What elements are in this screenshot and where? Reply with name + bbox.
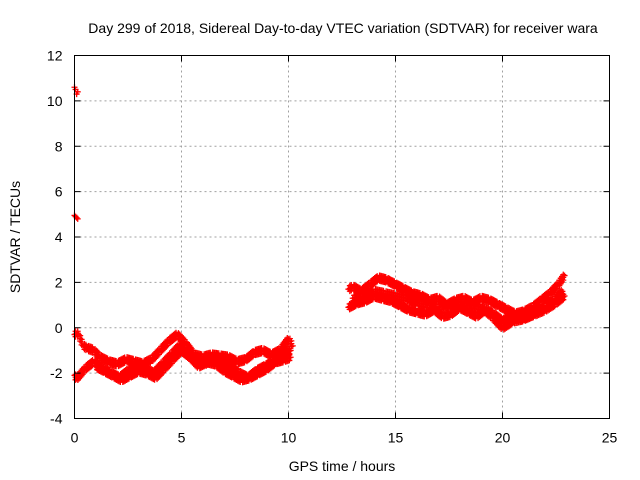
x-tick-label: 0 bbox=[71, 430, 79, 446]
data-point bbox=[82, 341, 89, 348]
data-point bbox=[552, 286, 559, 293]
grid-lines bbox=[74, 55, 610, 419]
data-point bbox=[154, 352, 161, 359]
data-point bbox=[286, 357, 293, 364]
y-tick-label: -2 bbox=[50, 365, 63, 381]
data-point bbox=[412, 296, 419, 303]
y-tick-label: 2 bbox=[55, 274, 63, 290]
data-point bbox=[180, 335, 187, 342]
data-point bbox=[486, 308, 493, 315]
data-point bbox=[550, 304, 557, 311]
x-tick-label: 15 bbox=[388, 430, 404, 446]
x-tick-label: 20 bbox=[495, 430, 511, 446]
data-point bbox=[560, 296, 567, 303]
data-point bbox=[508, 321, 515, 328]
x-tick-label: 10 bbox=[281, 430, 297, 446]
y-tick-label: 0 bbox=[55, 320, 63, 336]
data-point bbox=[560, 277, 567, 284]
data-point bbox=[561, 292, 568, 299]
data-point bbox=[270, 363, 277, 370]
x-tick-label: 25 bbox=[602, 430, 618, 446]
data-point bbox=[560, 271, 567, 278]
y-axis-label: SDTVAR / TECUs bbox=[7, 181, 23, 293]
data-point bbox=[287, 347, 294, 354]
data-point bbox=[77, 332, 84, 339]
data-point bbox=[78, 336, 85, 343]
data-points bbox=[71, 84, 568, 386]
data-point bbox=[553, 285, 560, 292]
data-point bbox=[507, 322, 514, 329]
data-point bbox=[184, 349, 191, 356]
data-point bbox=[74, 328, 81, 335]
data-point bbox=[401, 292, 408, 299]
x-tick-label: 5 bbox=[178, 430, 186, 446]
data-point bbox=[167, 361, 174, 368]
data-point bbox=[74, 88, 81, 95]
data-point bbox=[233, 365, 240, 372]
data-point bbox=[158, 370, 165, 377]
data-point bbox=[163, 343, 170, 350]
y-tick-label: 10 bbox=[47, 93, 63, 109]
data-point bbox=[530, 314, 537, 321]
y-tick-label: 4 bbox=[55, 229, 63, 245]
y-tick-label: 8 bbox=[55, 138, 63, 154]
x-axis-label: GPS time / hours bbox=[289, 458, 396, 474]
data-point bbox=[561, 272, 568, 279]
data-point bbox=[248, 354, 255, 361]
data-point bbox=[287, 354, 294, 361]
y-tick-label: 12 bbox=[47, 48, 63, 64]
data-point bbox=[193, 358, 200, 365]
data-point bbox=[218, 363, 225, 370]
data-point bbox=[74, 215, 81, 222]
x-axis: 0 5 10 15 20 25 bbox=[71, 55, 618, 446]
y-tick-label: -4 bbox=[50, 411, 63, 427]
chart-title: Day 299 of 2018, Sidereal Day-to-day VTE… bbox=[88, 20, 598, 36]
data-point bbox=[289, 342, 296, 349]
data-point bbox=[359, 295, 366, 302]
data-point bbox=[559, 297, 566, 304]
y-tick-label: 6 bbox=[55, 184, 63, 200]
data-point bbox=[372, 279, 379, 286]
data-point bbox=[519, 318, 526, 325]
y-axis: -4 -2 0 2 4 6 8 10 12 bbox=[47, 48, 610, 427]
data-point bbox=[288, 337, 295, 344]
